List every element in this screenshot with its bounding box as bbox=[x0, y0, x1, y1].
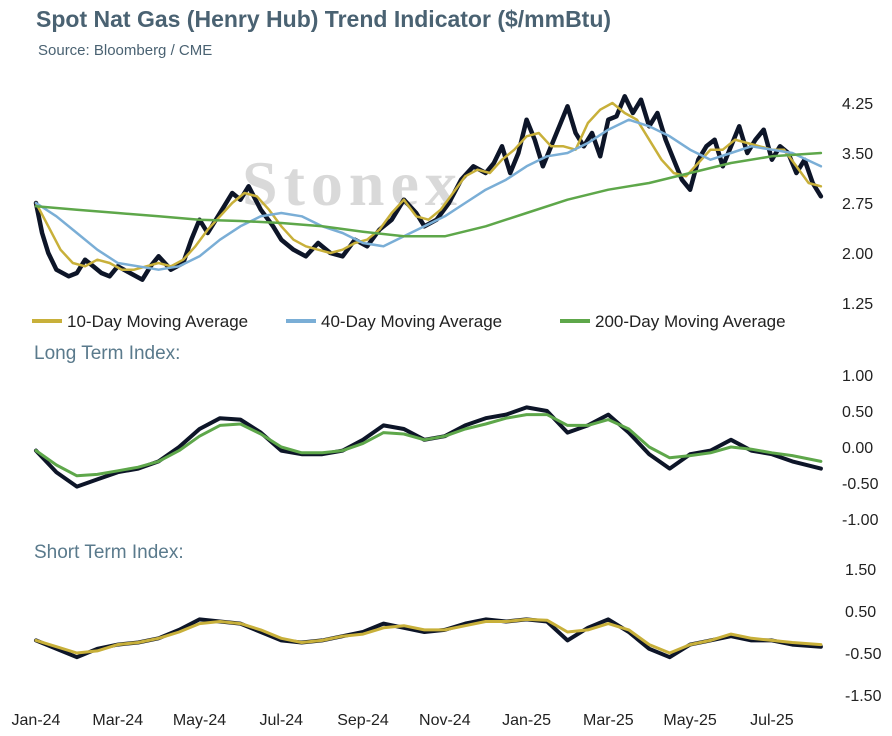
price-y-tick-label: 3.50 bbox=[842, 146, 873, 163]
long-y-tick-label: 0.50 bbox=[842, 404, 873, 421]
price-y-tick-label: 2.00 bbox=[842, 246, 873, 263]
short-y-tick-label: 0.50 bbox=[845, 604, 876, 621]
short-series-short_index_b bbox=[34, 617, 823, 655]
legend: 10-Day Moving Average 40-Day Moving Avera… bbox=[32, 312, 786, 331]
legend-item-ma40: 40-Day Moving Average bbox=[286, 312, 502, 331]
x-tick-label: May-25 bbox=[663, 712, 716, 729]
x-tick-label: Sep-24 bbox=[337, 712, 389, 729]
x-tick-label: Jul-25 bbox=[750, 712, 794, 729]
chart-source: Source: Bloomberg / CME bbox=[38, 42, 213, 59]
long-y-tick-label: -0.50 bbox=[842, 476, 879, 493]
long-y-tick-label: 0.00 bbox=[842, 440, 873, 457]
x-tick-label: May-24 bbox=[173, 712, 226, 729]
price-y-tick-label: 4.25 bbox=[842, 96, 873, 113]
legend-label: 10-Day Moving Average bbox=[67, 312, 248, 331]
legend-label: 200-Day Moving Average bbox=[595, 312, 786, 331]
x-tick-label: Nov-24 bbox=[419, 712, 471, 729]
price-y-tick-label: 2.75 bbox=[842, 196, 873, 213]
watermark-logo: Stonex bbox=[242, 148, 463, 219]
long-y-tick-label: 1.00 bbox=[842, 368, 873, 385]
long-series-long_index_b bbox=[34, 413, 823, 478]
x-tick-label: Jan-24 bbox=[12, 712, 61, 729]
x-tick-label: Jul-24 bbox=[259, 712, 303, 729]
short-y-tick-label: -1.50 bbox=[845, 688, 882, 705]
short-y-tick-label: -0.50 bbox=[845, 646, 882, 663]
lines-layer bbox=[33, 94, 824, 660]
legend-label: 40-Day Moving Average bbox=[321, 312, 502, 331]
price-series-ma200 bbox=[34, 151, 823, 238]
long-y-tick-label: -1.00 bbox=[842, 512, 879, 529]
x-tick-label: Mar-24 bbox=[92, 712, 143, 729]
short-y-tick-label: 1.50 bbox=[845, 562, 876, 579]
long-term-index-title: Long Term Index: bbox=[34, 343, 181, 364]
legend-item-ma10: 10-Day Moving Average bbox=[32, 312, 248, 331]
long-series-long_index_a bbox=[34, 405, 823, 489]
price-series-ma40 bbox=[34, 118, 823, 271]
price-y-tick-label: 1.25 bbox=[842, 296, 873, 313]
short-term-index-title: Short Term Index: bbox=[34, 542, 184, 563]
axes-layer: 4.25 3.50 2.75 2.00 1.25 1.00 0.50 0.00 -0.50 -1.… bbox=[12, 96, 882, 729]
x-tick-label: Mar-25 bbox=[583, 712, 634, 729]
legend-item-ma200: 200-Day Moving Average bbox=[560, 312, 786, 331]
price-series-price bbox=[33, 94, 824, 282]
chart-title: Spot Nat Gas (Henry Hub) Trend Indicator… bbox=[36, 6, 612, 32]
x-tick-label: Jan-25 bbox=[502, 712, 551, 729]
